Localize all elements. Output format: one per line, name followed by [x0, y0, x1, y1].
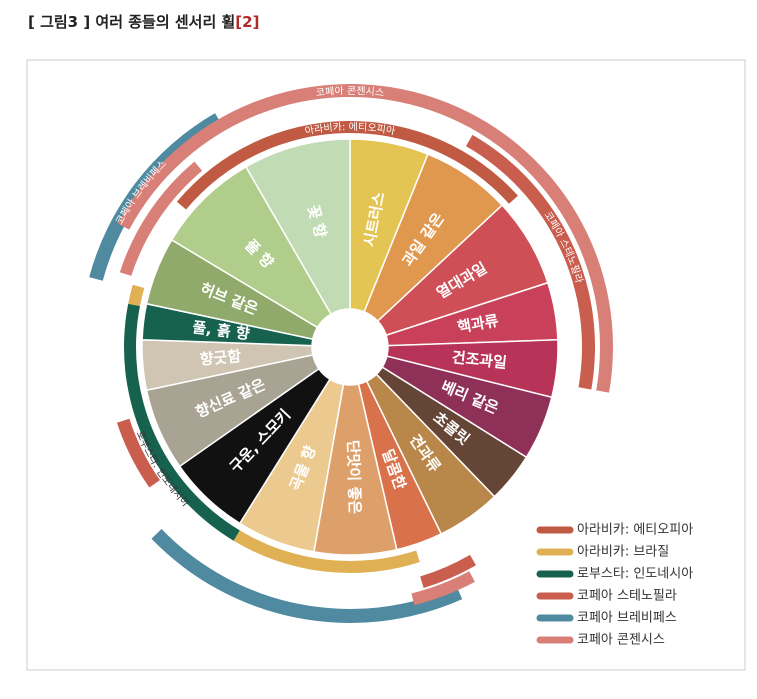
species-arc: [420, 554, 476, 588]
title-text: [ 그림3 ] 여러 종들의 센서리 휠: [28, 13, 235, 31]
center-hole: [312, 309, 388, 385]
species-arc: [128, 284, 145, 307]
species-arc: [411, 571, 475, 606]
arc-label: 코페아 브레비페스: [114, 158, 169, 227]
legend-label: 로부스타: 인도네시아: [577, 567, 693, 582]
arc-label-text: 코페아 브레비페스: [114, 158, 169, 227]
species-arc: [151, 529, 463, 623]
species-arc: [176, 120, 518, 210]
legend-label: 코페아 스테노필라: [577, 589, 677, 604]
legend-label: 아라비카: 에티오피아: [577, 523, 693, 538]
legend-label: 코페아 콘젠시스: [577, 633, 665, 648]
title-ref: [2]: [235, 13, 259, 31]
arc-label: 아라비카: 에티오피아: [304, 121, 396, 138]
arc-label-text: 아라비카: 에티오피아: [304, 121, 396, 138]
segment-label: 향긋함: [199, 347, 242, 369]
species-arc: [233, 530, 420, 573]
segment-label: 건조과일: [451, 348, 508, 372]
title: [ 그림3 ] 여러 종들의 센서리 휠[2]: [28, 13, 259, 31]
arc-label: 코페아 콘젠시스: [315, 85, 384, 99]
legend-label: 아라비카: 브라질: [577, 545, 669, 560]
species-arc: [119, 161, 203, 276]
arc-label-text: 코페아 콘젠시스: [315, 85, 384, 99]
species-arc: [466, 134, 595, 390]
frame: [26, 59, 746, 671]
segment-label: 단맛이 좋은: [344, 440, 364, 515]
species-arc: [116, 418, 160, 488]
legend-label: 코페아 브레비페스: [577, 611, 677, 626]
species-arc: [123, 303, 240, 541]
